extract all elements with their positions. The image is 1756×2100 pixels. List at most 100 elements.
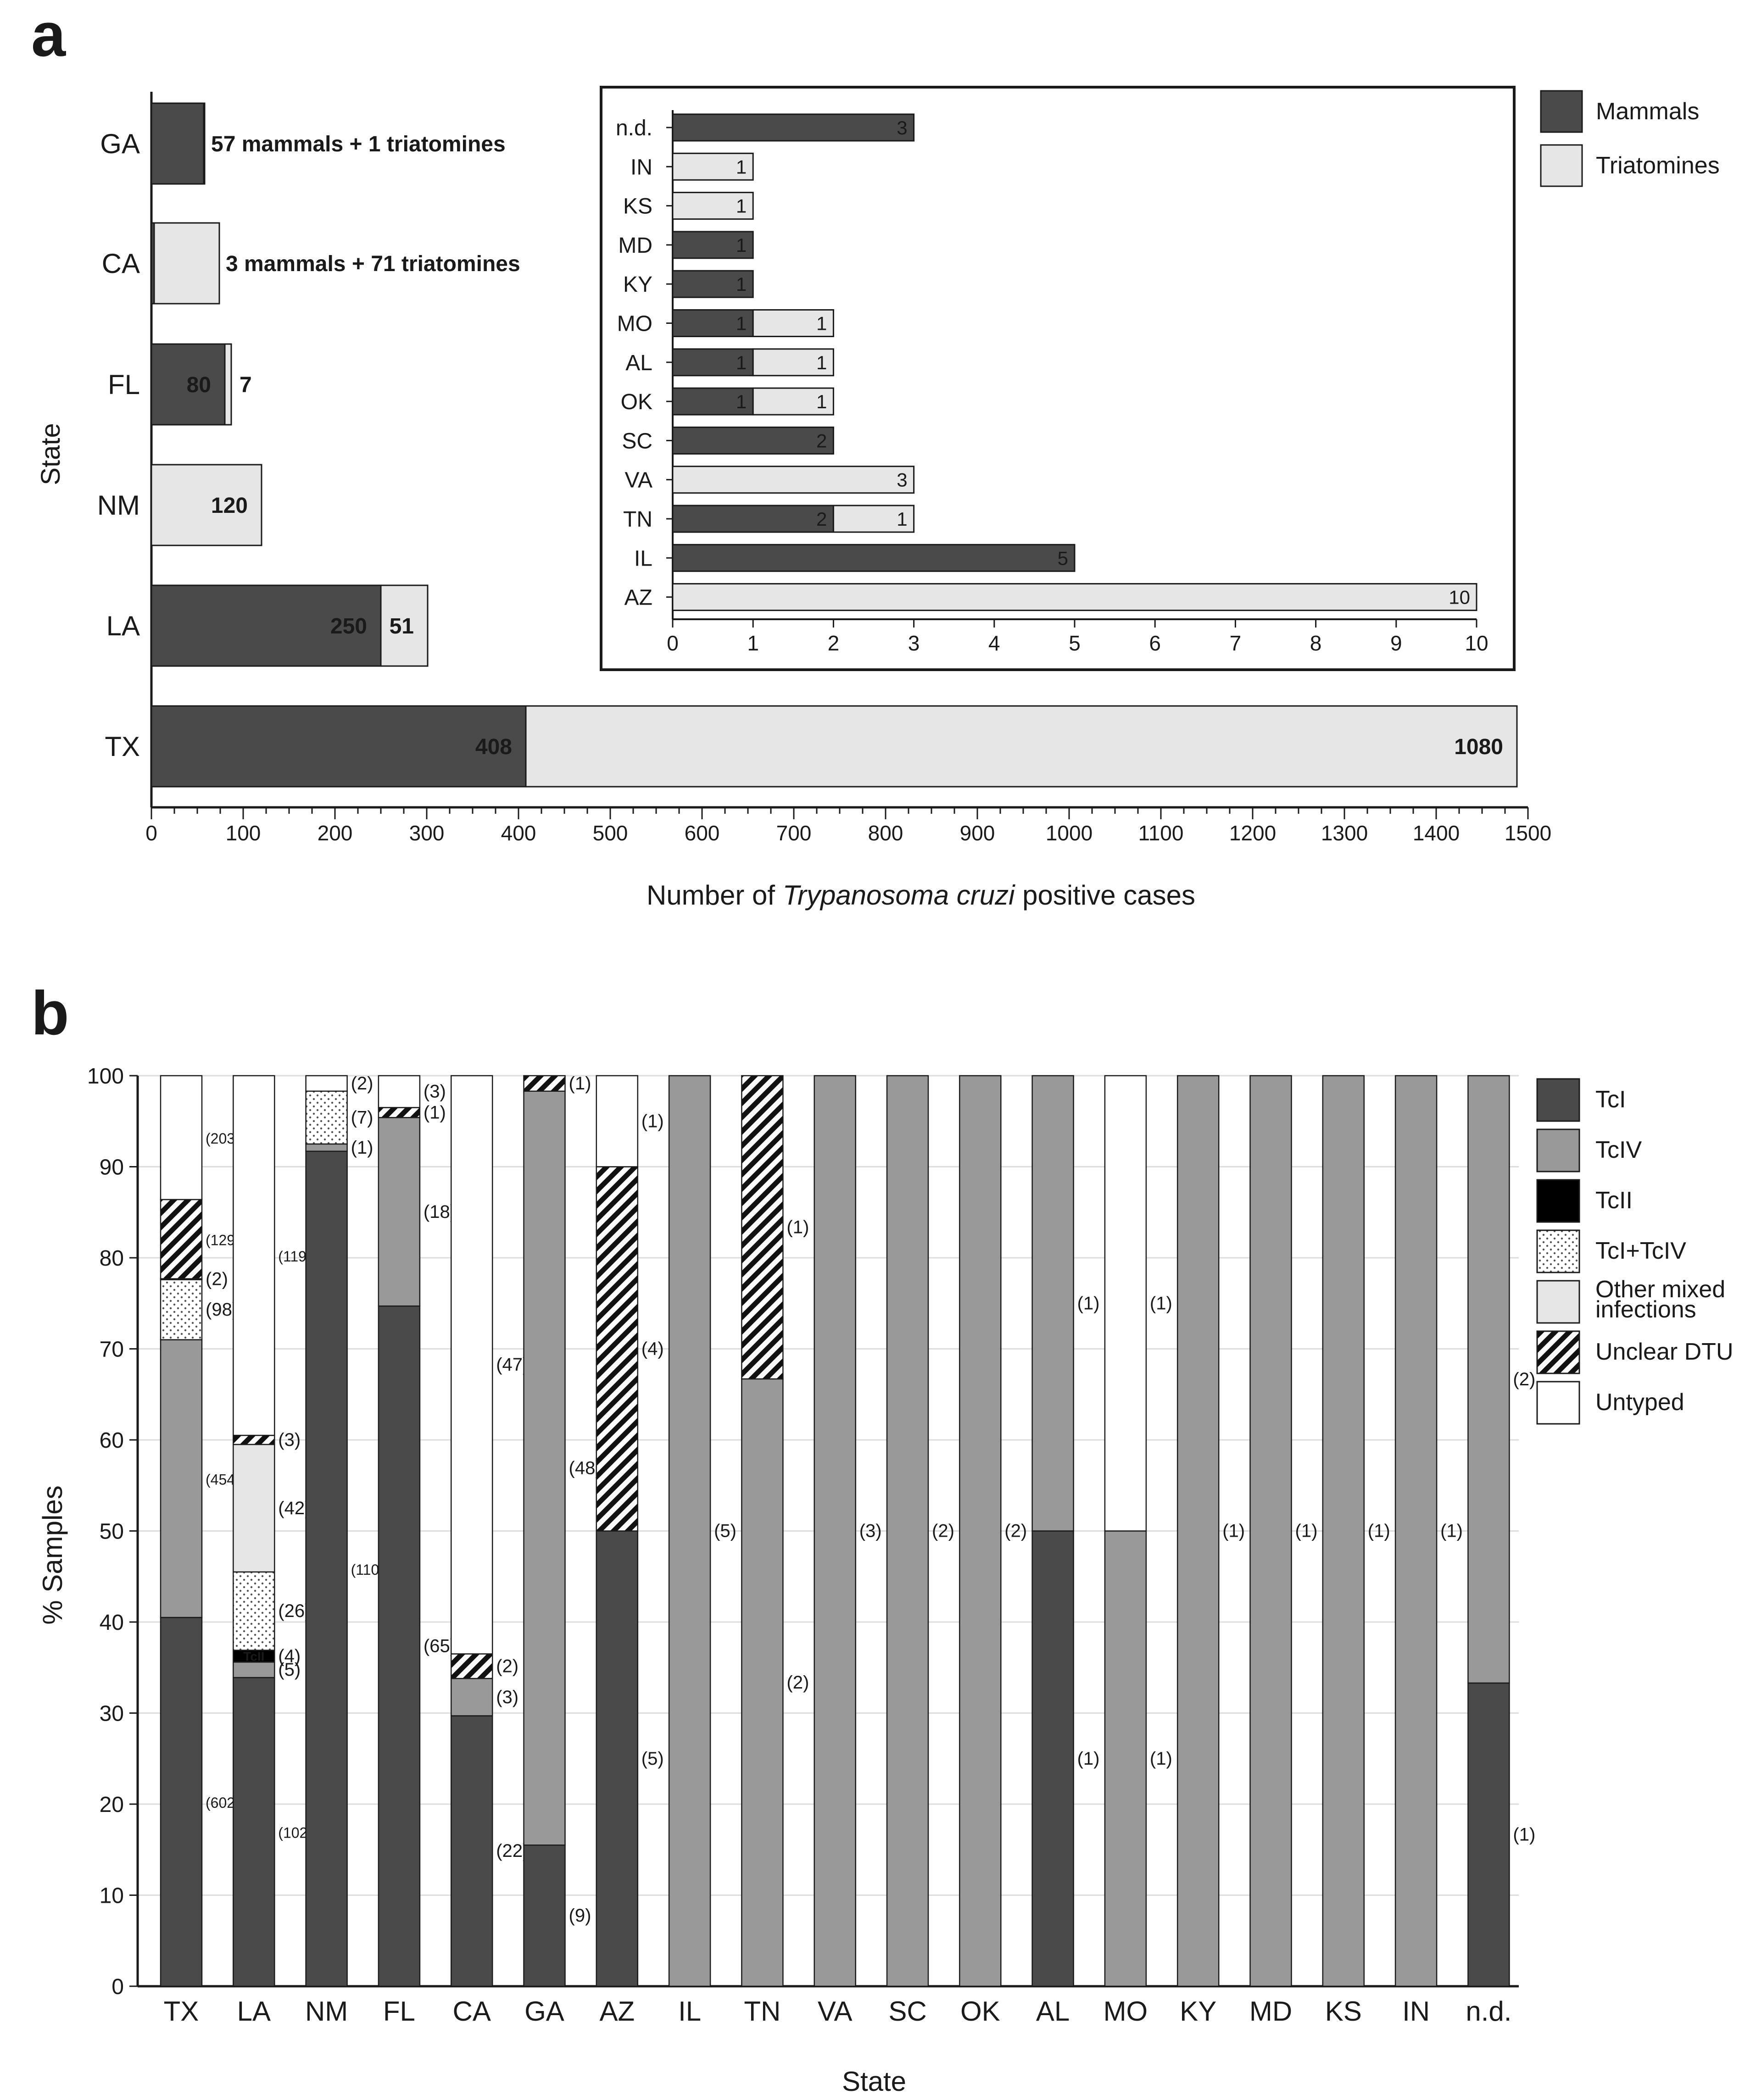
segment-count-label: (1) (1513, 1824, 1535, 1844)
panel-a-ylabel: State (36, 423, 66, 485)
state-tick-label: NM (305, 1996, 348, 2027)
segment-count-label: (2) (932, 1521, 954, 1541)
state-tick-label: TN (744, 1996, 780, 2027)
panel-a-xlabel: Number of Trypanosoma cruzi positive cas… (647, 880, 1195, 911)
segment-count-label: (9) (569, 1906, 591, 1926)
bar-annotation: 3 mammals + 71 triatomines (226, 252, 520, 276)
inset-x-tick-label: 8 (1310, 631, 1322, 655)
inset-bar-value-mammals: 2 (816, 508, 827, 530)
inset-bar-mammals-n.d. (672, 113, 915, 142)
y-tick-label: 100 (87, 1064, 124, 1089)
inset-state-tick-label: SC (622, 429, 652, 453)
segment-tciv (1394, 1075, 1438, 1987)
inset-bar-value-mammals: 1 (736, 273, 747, 295)
segment-count-label: (2) (1004, 1521, 1027, 1541)
segment-tciv (1467, 1075, 1510, 1684)
inset-bar-mammals-KY (672, 270, 754, 298)
inset-state-tick-label: MD (618, 233, 652, 258)
inset-bar-mammals-MD (672, 231, 754, 259)
inset-state-tick-label: AL (625, 351, 652, 375)
panel-a-chart: 0 100 200 300 400 500 600 700 800 900 1000 1100 1200… (97, 92, 1551, 845)
legend-swatch-tci-tciv (1536, 1229, 1580, 1273)
legend-swatch-triatomines (1540, 144, 1583, 187)
bar-triatomines-FL (224, 343, 232, 426)
panel-b-ylabel: % Samples (37, 1485, 68, 1624)
segment-count-label: (1) (1368, 1521, 1390, 1541)
segment-count-label: (1) (424, 1102, 446, 1122)
segment-count-label: (1) (1077, 1749, 1100, 1769)
segment-unclear-dtu (160, 1199, 203, 1279)
y-tick-label: 40 (100, 1611, 124, 1635)
inset-x-tick-label: 6 (1149, 631, 1161, 655)
inset-x-tick-label: 9 (1390, 631, 1402, 655)
inset-bar-value-mammals: 1 (736, 313, 747, 334)
segment-tci (160, 1617, 203, 1987)
segment-count-label: (1) (351, 1138, 373, 1158)
inset-bar-triatomines-MO (752, 309, 834, 337)
inset-bar-triatomines-AZ (672, 583, 1477, 611)
legend-label-triatomines: Triatomines (1596, 152, 1720, 179)
x-tick-label: 1000 (1046, 821, 1093, 845)
segment-untyped (1104, 1075, 1147, 1532)
segment-tciv (233, 1661, 275, 1678)
y-tick-label: 20 (100, 1793, 124, 1817)
x-tick-label: 400 (501, 821, 536, 845)
segment-count-label: (1) (641, 1111, 664, 1131)
state-tick-label: AL (1036, 1996, 1070, 2027)
inset-x-tick-label: 2 (828, 631, 840, 655)
inset-bar-value-mammals: 2 (816, 430, 827, 451)
legend-label-unclear-dtu: Unclear DTU (1595, 1339, 1734, 1365)
inset-state-tick-label: TN (623, 507, 652, 532)
bar-mammals-LA (151, 584, 382, 667)
segment-tciv (741, 1378, 784, 1987)
inset-bar-mammals-TN (672, 505, 834, 533)
segment-count-label: (1) (1440, 1521, 1463, 1541)
x-tick-label: 600 (685, 821, 720, 845)
legend-label-tci-tciv: TcI+TcIV (1595, 1238, 1686, 1264)
x-tick-label: 500 (593, 821, 628, 845)
inset-bar-value-triatomines: 10 (1449, 587, 1470, 608)
segment-untyped (450, 1075, 493, 1655)
inset-bar-mammals-IL (672, 544, 1076, 572)
state-tick-label: MO (1104, 1996, 1148, 2027)
state-tick-label: GA (100, 128, 140, 159)
inset-x-tick-label: 4 (988, 631, 1000, 655)
inset-bar-value-triatomines: 3 (897, 469, 907, 491)
legend-swatch-other-mixed-infections (1536, 1280, 1580, 1324)
segment-tciv (886, 1075, 929, 1987)
segment-tciv (1176, 1075, 1220, 1987)
segment-count-label: (2) (786, 1672, 809, 1693)
y-tick-label: 30 (100, 1702, 124, 1726)
state-tick-label: VA (818, 1996, 853, 2027)
bar-triatomines-CA (153, 222, 220, 305)
inset-x-tick-label: 10 (1465, 631, 1488, 655)
segment-untyped (378, 1075, 421, 1108)
x-tick-label: 900 (960, 821, 995, 845)
state-tick-label: OK (960, 1996, 1000, 2027)
legend-label-tci: TcI (1595, 1086, 1626, 1113)
x-tick-label: 1500 (1505, 821, 1551, 845)
segment-tci (233, 1677, 275, 1987)
inset-bar-value-mammals: 1 (736, 391, 747, 412)
segment-tciv (1322, 1075, 1365, 1987)
y-tick-label: 10 (100, 1884, 124, 1908)
y-tick-label: 60 (100, 1428, 124, 1453)
bar-triatomines-TX (525, 705, 1518, 788)
segment-tci-tciv (160, 1279, 203, 1340)
bar-value-triatomines: 120 (211, 494, 248, 518)
bar-mammals-FL (151, 343, 226, 426)
state-tick-label: GA (524, 1996, 564, 2027)
legend-label-tcii: TcII (1595, 1187, 1633, 1214)
segment-tci (305, 1150, 348, 1987)
segment-count-label: (5) (714, 1521, 736, 1541)
inset-bar-value-triatomines: 1 (816, 391, 827, 412)
bar-triatomines-LA (380, 584, 429, 667)
segment-unclear-dtu (523, 1075, 566, 1092)
segment-unclear-dtu (596, 1166, 639, 1532)
x-tick-label: 200 (318, 821, 353, 845)
bar-value-mammals: 408 (475, 735, 512, 759)
inset-x-tick-label: 7 (1230, 631, 1242, 655)
state-tick-label: NM (97, 490, 140, 521)
state-tick-label: IL (678, 1996, 701, 2027)
panel-b-letter: b (31, 978, 69, 1048)
